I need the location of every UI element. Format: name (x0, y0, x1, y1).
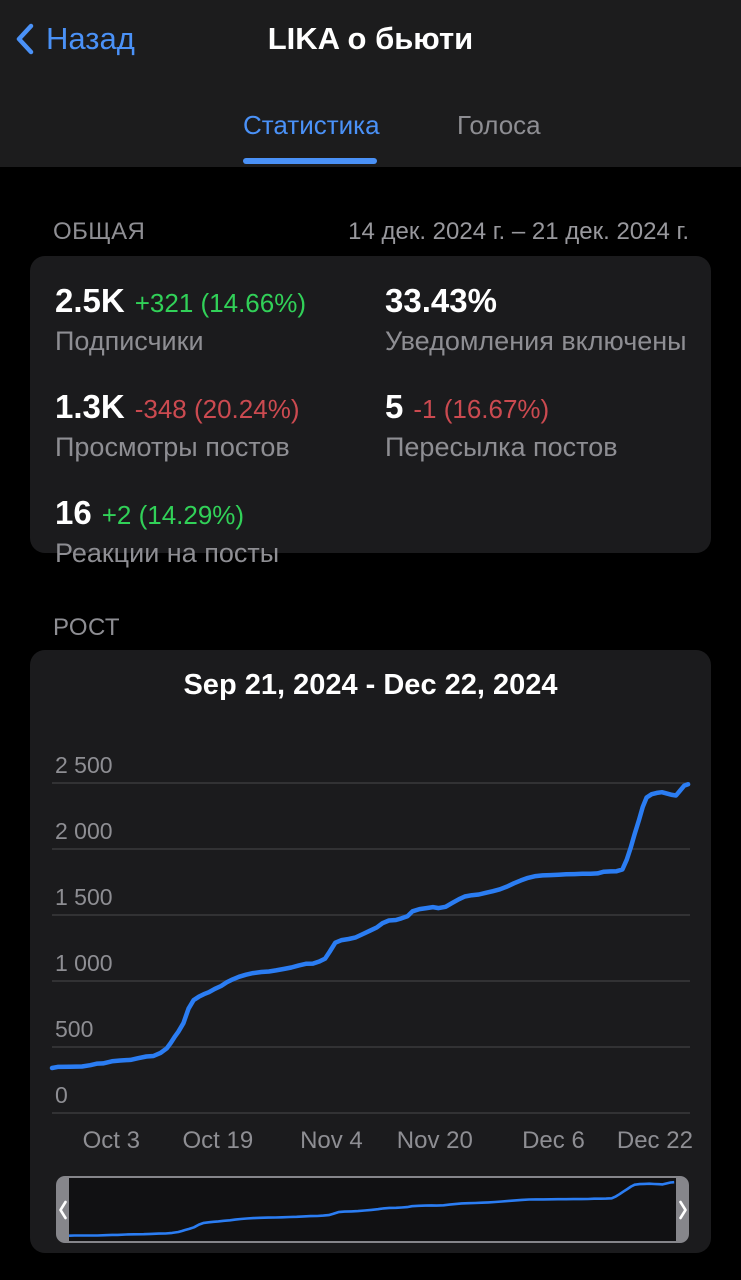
stat-value: 5 (385, 388, 404, 425)
nav-bar: Назад LIKA о бьюти Статистика Голоса (0, 0, 741, 167)
back-button[interactable]: Назад (14, 20, 135, 58)
stat-item: 5 -1 (16.67%) Пересылка постов (385, 389, 691, 463)
x-axis-label: Nov 4 (300, 1127, 363, 1154)
stat-value: 16 (55, 494, 92, 531)
stat-delta: +2 (14.29%) (101, 500, 245, 530)
tab-underline (243, 158, 377, 164)
y-axis-label: 1 000 (55, 950, 113, 976)
stat-label: Пересылка постов (385, 432, 618, 462)
chart-scrollbar[interactable] (56, 1176, 689, 1243)
stat-item: 1.3K -348 (20.24%) Просмотры постов (55, 389, 385, 463)
stat-delta: -348 (20.24%) (134, 394, 300, 424)
date-range: 14 дек. 2024 г. – 21 дек. 2024 г. (348, 218, 689, 245)
stat-value: 33.43% (385, 282, 497, 319)
chevron-left-icon (58, 1200, 67, 1219)
y-axis-label: 2 500 (55, 752, 113, 778)
chart-card: Sep 21, 2024 - Dec 22, 2024 2 500 2 000 1 … (30, 650, 711, 1253)
stat-item: 33.43% Уведомления включены (385, 283, 691, 357)
growth-line-chart[interactable] (30, 650, 711, 1253)
back-button-label: Назад (46, 21, 135, 56)
stat-item: 16 +2 (14.29%) Реакции на посты (55, 495, 385, 569)
stat-delta: +321 (14.66%) (134, 288, 307, 318)
tab-votes[interactable]: Голоса (457, 110, 541, 140)
brush-window[interactable] (69, 1176, 676, 1243)
stat-label: Реакции на посты (55, 538, 280, 568)
section-title-growth: РОСТ (53, 614, 120, 641)
chart-line (49, 782, 691, 1071)
chart-title: Sep 21, 2024 - Dec 22, 2024 (183, 669, 558, 701)
stat-delta: -1 (16.67%) (413, 394, 550, 424)
y-axis-label: 2 000 (55, 818, 113, 844)
y-axis-label: 1 500 (55, 884, 113, 910)
x-axis-label: Dec 22 (616, 1127, 693, 1154)
x-axis-label: Oct 19 (182, 1127, 254, 1154)
stat-label: Уведомления включены (385, 326, 687, 356)
chevron-right-icon (678, 1200, 687, 1219)
back-chevron-icon (16, 23, 34, 55)
stats-grid: 2.5K +321 (14.66%) Подписчики 33.43% Уведомл… (55, 283, 691, 569)
x-axis-label: Dec 6 (522, 1127, 585, 1154)
x-axis-label: Nov 20 (396, 1127, 473, 1154)
y-axis-label: 0 (55, 1082, 68, 1108)
section-title-overview: ОБЩАЯ (53, 218, 146, 245)
mini-chart-polyline (69, 1180, 675, 1237)
tab-statistics[interactable]: Статистика (243, 110, 380, 140)
y-axis-label: 500 (55, 1016, 94, 1042)
stat-label: Подписчики (55, 326, 204, 356)
stat-value: 1.3K (55, 388, 125, 425)
page-title: LIKA о бьюти (267, 21, 474, 56)
stat-item: 2.5K +321 (14.66%) Подписчики (55, 283, 385, 357)
mini-chart-line (69, 1180, 675, 1237)
stat-value: 2.5K (55, 282, 125, 319)
brush-right-handle[interactable] (676, 1176, 689, 1243)
brush-left-handle[interactable] (56, 1176, 69, 1243)
x-axis-label: Oct 3 (82, 1127, 140, 1154)
stat-label: Просмотры постов (55, 432, 290, 462)
stats-card: 2.5K +321 (14.66%) Подписчики 33.43% Уведомл… (30, 256, 711, 568)
